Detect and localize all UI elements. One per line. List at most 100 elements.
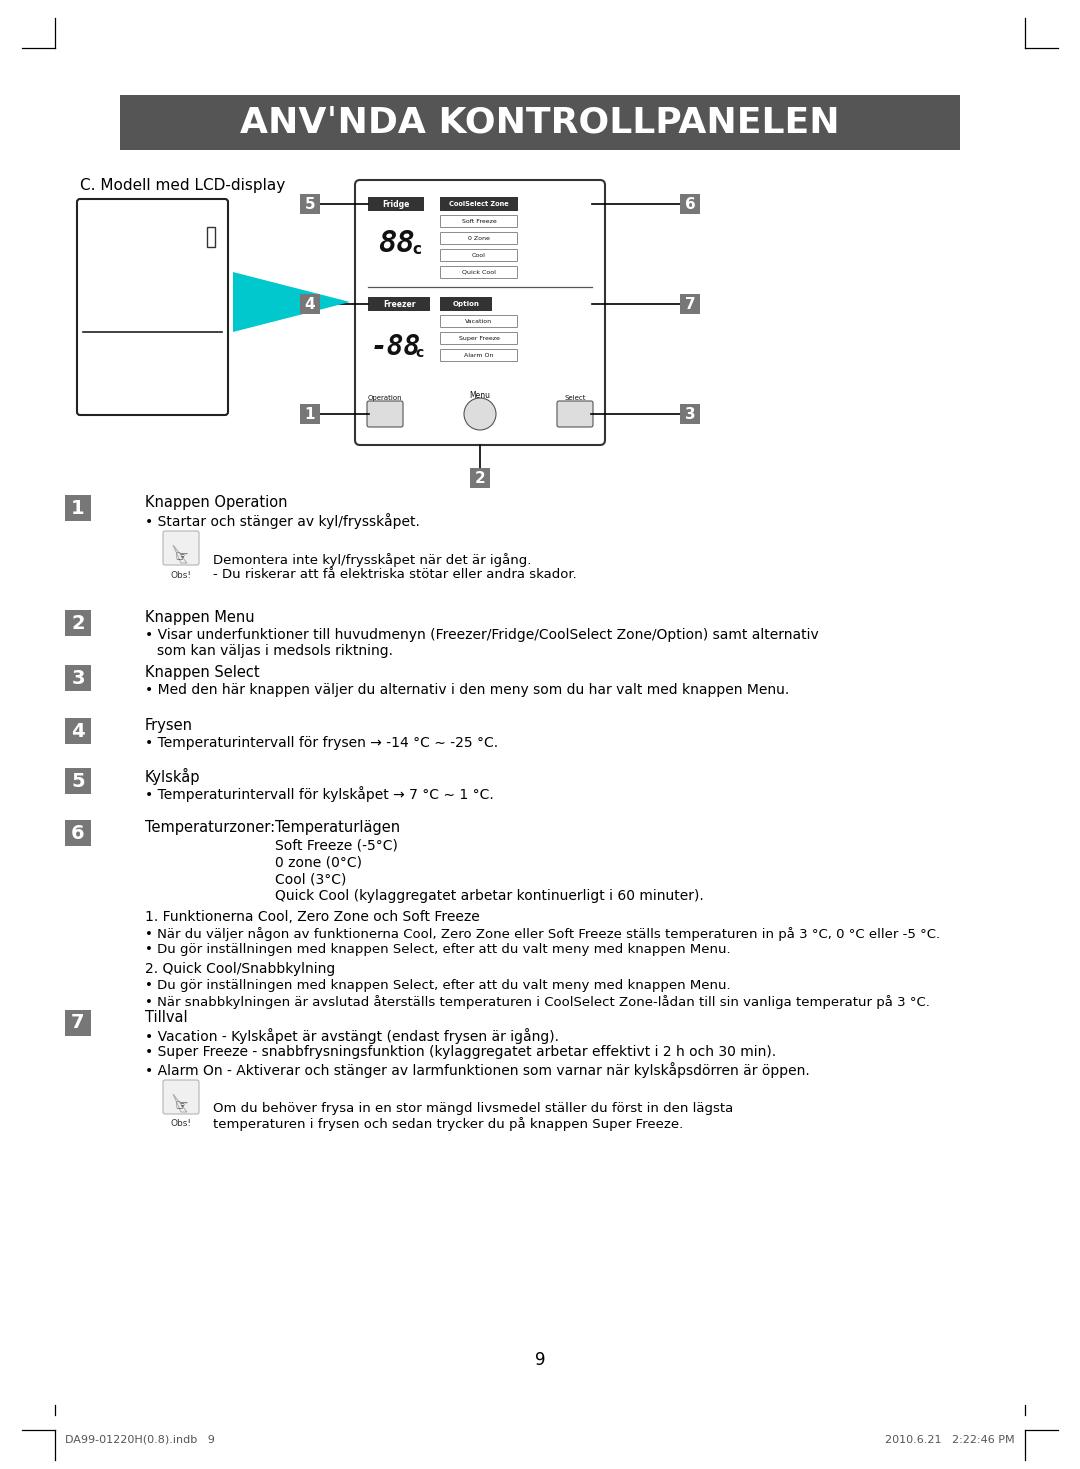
- Text: 4: 4: [71, 721, 85, 740]
- Text: • När snabbkylningen är avslutad återställs temperaturen i CoolSelect Zone-lådan: • När snabbkylningen är avslutad återstä…: [145, 995, 930, 1009]
- FancyBboxPatch shape: [65, 1011, 91, 1036]
- FancyBboxPatch shape: [65, 495, 91, 521]
- Text: • Visar underfunktioner till huvudmenyn (Freezer/Fridge/CoolSelect Zone/Option) : • Visar underfunktioner till huvudmenyn …: [145, 629, 819, 642]
- Text: 0 zone (0°C): 0 zone (0°C): [275, 855, 362, 870]
- Text: 2: 2: [71, 614, 85, 633]
- Text: 3: 3: [71, 668, 84, 687]
- Text: Knappen Select: Knappen Select: [145, 665, 259, 680]
- FancyBboxPatch shape: [368, 297, 430, 311]
- Text: Menu: Menu: [470, 391, 490, 400]
- Text: 1: 1: [305, 407, 315, 422]
- FancyBboxPatch shape: [163, 530, 199, 566]
- Text: • Startar och stänger av kyl/frysskåpet.: • Startar och stänger av kyl/frysskåpet.: [145, 513, 420, 529]
- FancyBboxPatch shape: [441, 250, 517, 261]
- Text: c: c: [416, 347, 424, 360]
- Text: • Du gör inställningen med knappen Select, efter att du valt meny med knappen Me: • Du gör inställningen med knappen Selec…: [145, 943, 731, 956]
- FancyBboxPatch shape: [440, 197, 518, 212]
- Text: Cool: Cool: [472, 253, 486, 257]
- FancyBboxPatch shape: [65, 718, 91, 743]
- Text: • När du väljer någon av funktionerna Cool, Zero Zone eller Soft Freeze ställs t: • När du väljer någon av funktionerna Co…: [145, 927, 940, 942]
- Text: CoolSelect Zone: CoolSelect Zone: [449, 201, 509, 207]
- Text: 0 Zone: 0 Zone: [468, 235, 490, 241]
- Text: Om du behöver frysa in en stor mängd livsmedel ställer du först in den lägsta: Om du behöver frysa in en stor mängd liv…: [213, 1102, 733, 1115]
- FancyBboxPatch shape: [368, 197, 424, 212]
- Text: 6: 6: [71, 824, 85, 843]
- FancyBboxPatch shape: [65, 610, 91, 636]
- FancyBboxPatch shape: [65, 768, 91, 795]
- Text: Knappen Operation: Knappen Operation: [145, 495, 287, 510]
- FancyBboxPatch shape: [557, 401, 593, 427]
- Text: -88: -88: [370, 333, 421, 361]
- FancyBboxPatch shape: [300, 194, 320, 214]
- Text: Operation: Operation: [367, 395, 403, 401]
- Text: 7: 7: [685, 297, 696, 311]
- Text: 5: 5: [305, 197, 315, 212]
- Text: 7: 7: [71, 1014, 84, 1033]
- Text: • Alarm On - Aktiverar och stänger av larmfunktionen som varnar när kylskåpsdörr: • Alarm On - Aktiverar och stänger av la…: [145, 1062, 810, 1078]
- Text: 1: 1: [71, 498, 85, 517]
- Text: Soft Freeze: Soft Freeze: [461, 219, 497, 223]
- Text: Vacation: Vacation: [465, 319, 492, 323]
- Text: som kan väljas i medsols riktning.: som kan väljas i medsols riktning.: [157, 643, 393, 658]
- Text: 5: 5: [71, 771, 85, 790]
- Text: Obs!: Obs!: [171, 1119, 191, 1128]
- FancyBboxPatch shape: [207, 228, 215, 247]
- Text: Obs!: Obs!: [171, 570, 191, 579]
- Text: Super Freeze: Super Freeze: [459, 335, 499, 341]
- Text: Kylskåp: Kylskåp: [145, 768, 201, 784]
- Text: 9: 9: [535, 1351, 545, 1369]
- Text: 6: 6: [685, 197, 696, 212]
- Text: C. Modell med LCD-display: C. Modell med LCD-display: [80, 178, 285, 192]
- Text: • Super Freeze - snabbfrysningsfunktion (kylaggregatet arbetar effektivt i 2 h o: • Super Freeze - snabbfrysningsfunktion …: [145, 1044, 777, 1059]
- FancyBboxPatch shape: [367, 401, 403, 427]
- FancyBboxPatch shape: [441, 332, 517, 345]
- Text: • Temperaturintervall för kylskåpet → 7 °C ∼ 1 °C.: • Temperaturintervall för kylskåpet → 7 …: [145, 786, 494, 802]
- FancyBboxPatch shape: [120, 95, 960, 150]
- Polygon shape: [173, 545, 187, 563]
- FancyBboxPatch shape: [355, 181, 605, 445]
- Text: Alarm On: Alarm On: [464, 353, 494, 357]
- Text: Option: Option: [453, 301, 480, 307]
- Text: - Du riskerar att få elektriska stötar eller andra skador.: - Du riskerar att få elektriska stötar e…: [213, 569, 577, 582]
- FancyBboxPatch shape: [77, 198, 228, 416]
- FancyBboxPatch shape: [441, 316, 517, 328]
- FancyBboxPatch shape: [441, 266, 517, 279]
- Text: • Temperaturintervall för frysen → -14 °C ∼ -25 °C.: • Temperaturintervall för frysen → -14 °…: [145, 736, 498, 751]
- Text: DA99-01220H(0.8).indb   9: DA99-01220H(0.8).indb 9: [65, 1435, 215, 1445]
- FancyBboxPatch shape: [441, 216, 517, 228]
- FancyBboxPatch shape: [680, 194, 700, 214]
- Text: 2. Quick Cool/Snabbkylning: 2. Quick Cool/Snabbkylning: [145, 962, 335, 975]
- Text: Select: Select: [564, 395, 585, 401]
- Polygon shape: [233, 272, 350, 332]
- Text: • Vacation - Kylskåpet är avstängt (endast frysen är igång).: • Vacation - Kylskåpet är avstängt (enda…: [145, 1028, 559, 1044]
- Text: Temperaturlägen: Temperaturlägen: [275, 820, 400, 834]
- Text: 1. Funktionerna Cool, Zero Zone och Soft Freeze: 1. Funktionerna Cool, Zero Zone och Soft…: [145, 909, 480, 924]
- Text: Quick Cool: Quick Cool: [462, 269, 496, 275]
- Text: Quick Cool (kylaggregatet arbetar kontinuerligt i 60 minuter).: Quick Cool (kylaggregatet arbetar kontin…: [275, 889, 704, 903]
- Text: Soft Freeze (-5°C): Soft Freeze (-5°C): [275, 837, 397, 852]
- Text: • Med den här knappen väljer du alternativ i den meny som du har valt med knappe: • Med den här knappen väljer du alternat…: [145, 683, 789, 696]
- Text: Demontera inte kyl/frysskåpet när det är igång.: Demontera inte kyl/frysskåpet när det är…: [213, 552, 531, 567]
- FancyBboxPatch shape: [470, 469, 490, 488]
- FancyBboxPatch shape: [680, 404, 700, 425]
- Circle shape: [464, 398, 496, 430]
- FancyBboxPatch shape: [65, 820, 91, 846]
- FancyBboxPatch shape: [300, 294, 320, 314]
- FancyBboxPatch shape: [65, 665, 91, 690]
- Text: 4: 4: [305, 297, 315, 311]
- Text: 3: 3: [685, 407, 696, 422]
- Text: ANVˈNDA KONTROLLPANELEN: ANVˈNDA KONTROLLPANELEN: [240, 106, 840, 140]
- Text: Cool (3°C): Cool (3°C): [275, 873, 347, 886]
- Text: Tillval: Tillval: [145, 1011, 188, 1025]
- FancyBboxPatch shape: [300, 404, 320, 425]
- Text: ☞: ☞: [174, 549, 188, 564]
- FancyBboxPatch shape: [680, 294, 700, 314]
- Text: ☞: ☞: [174, 1099, 188, 1114]
- Polygon shape: [173, 1094, 187, 1112]
- Text: Knappen Menu: Knappen Menu: [145, 610, 255, 624]
- Text: temperaturen i frysen och sedan trycker du på knappen Super Freeze.: temperaturen i frysen och sedan trycker …: [213, 1116, 684, 1131]
- FancyBboxPatch shape: [440, 297, 492, 311]
- Text: c: c: [413, 241, 421, 257]
- Text: Freezer: Freezer: [382, 300, 415, 308]
- Text: 88: 88: [378, 229, 415, 257]
